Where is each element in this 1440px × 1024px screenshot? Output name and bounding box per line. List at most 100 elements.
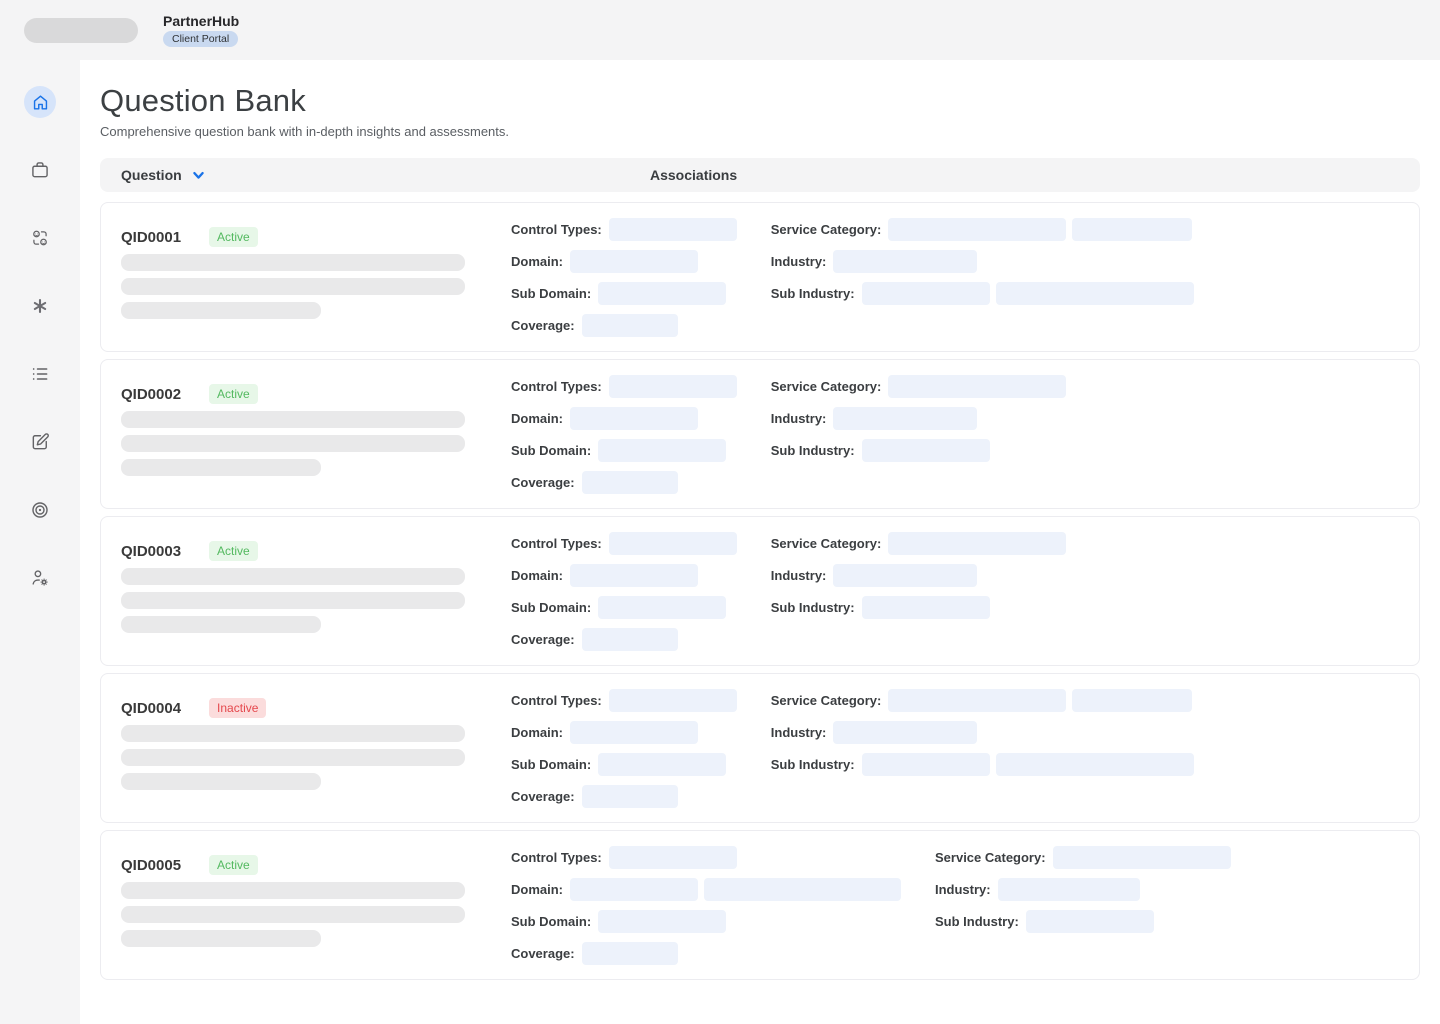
skeleton-bar <box>121 435 465 452</box>
value-chip <box>995 753 1194 776</box>
association-row-industry: Industry: <box>771 721 1200 744</box>
association-row-industry: Industry: <box>771 250 1200 273</box>
value-chip <box>833 250 978 273</box>
question-summary: QID0005 Active <box>121 846 489 965</box>
association-row-domain: Domain: <box>511 878 907 901</box>
association-row-service-category: Service Category: <box>771 689 1200 712</box>
association-row-sub-domain: Sub Domain: <box>511 596 743 619</box>
value-chip <box>598 596 727 619</box>
question-text-placeholder <box>121 725 489 790</box>
question-card[interactable]: QID0003 Active Control Types: Domain: Sub … <box>100 516 1420 666</box>
question-associations: Control Types: Domain: Sub Domain: Coverage… <box>511 218 1200 337</box>
skeleton-bar <box>121 278 465 295</box>
field-label: Domain: <box>511 254 563 269</box>
field-label: Control Types: <box>511 536 602 551</box>
skeleton-bar <box>121 568 465 585</box>
value-chip <box>598 753 727 776</box>
field-label: Sub Domain: <box>511 600 592 615</box>
value-chip <box>833 407 978 430</box>
field-label: Sub Industry: <box>770 286 855 301</box>
target-icon <box>32 502 48 518</box>
briefcase-icon <box>32 162 48 178</box>
value-chip <box>608 846 737 869</box>
logo-placeholder <box>24 17 138 43</box>
value-chip <box>833 564 978 587</box>
association-row-industry: Industry: <box>771 407 1073 430</box>
status-badge: Inactive <box>209 698 267 718</box>
sidebar-item-compose[interactable] <box>24 426 56 458</box>
field-label: Service Category: <box>770 536 882 551</box>
list-icon <box>32 368 48 380</box>
portal-badge: Client Portal <box>163 31 239 47</box>
field-label: Sub Domain: <box>511 286 592 301</box>
associations-column-2: Service Category: Industry: Sub Industry: <box>771 689 1200 808</box>
value-chip <box>570 407 698 430</box>
sidebar-item-home[interactable] <box>24 86 56 118</box>
associations-column-1: Control Types: Domain: Sub Domain: Coverage… <box>511 689 743 808</box>
association-row-sub-industry: Sub Industry: <box>771 439 1073 462</box>
value-chip <box>581 628 678 651</box>
association-row-coverage: Coverage: <box>511 785 743 808</box>
question-associations: Control Types: Domain: Sub Domain: Coverage… <box>511 375 1072 494</box>
status-badge: Active <box>209 855 258 875</box>
value-chip <box>598 910 727 933</box>
association-row-domain: Domain: <box>511 564 743 587</box>
question-card[interactable]: QID0001 Active Control Types: Domain: Sub … <box>100 202 1420 352</box>
page-subtitle: Comprehensive question bank with in-dept… <box>100 124 510 139</box>
field-label: Sub Industry: <box>770 600 855 615</box>
skeleton-bar <box>121 592 465 609</box>
value-chip <box>888 689 1067 712</box>
associations-column-label: Associations <box>650 167 738 183</box>
skeleton-bar <box>121 773 321 790</box>
sidebar-item-target[interactable] <box>24 494 56 526</box>
value-chip <box>570 564 698 587</box>
question-card[interactable]: QID0002 Active Control Types: Domain: Sub … <box>100 359 1420 509</box>
sidebar-item-user-exchange[interactable] <box>24 222 56 254</box>
question-id: QID0001 <box>121 228 182 246</box>
association-row-service-category: Service Category: <box>771 375 1073 398</box>
field-label: Sub Domain: <box>511 914 592 929</box>
association-row-sub-domain: Sub Domain: <box>511 753 743 776</box>
association-row-coverage: Coverage: <box>511 314 743 337</box>
app-title: PartnerHub <box>163 13 240 29</box>
field-label: Coverage: <box>511 946 575 961</box>
sidebar-item-list[interactable] <box>24 358 56 390</box>
value-chip <box>608 689 737 712</box>
field-label: Control Types: <box>511 222 602 237</box>
association-row-coverage: Coverage: <box>511 628 743 651</box>
value-chip <box>861 282 990 305</box>
sidebar-item-asterisk[interactable] <box>24 290 56 322</box>
value-chip <box>1025 910 1154 933</box>
question-card[interactable]: QID0004 Inactive Control Types: Domain: Su… <box>100 673 1420 823</box>
sidebar-item-user-settings[interactable] <box>24 562 56 594</box>
question-list: QID0001 Active Control Types: Domain: Sub … <box>100 202 1420 980</box>
skeleton-bar <box>121 725 465 742</box>
sidebar <box>0 60 80 1024</box>
field-label: Service Category: <box>770 693 882 708</box>
user-exchange-icon <box>33 230 47 246</box>
sidebar-item-briefcase[interactable] <box>24 154 56 186</box>
value-chip <box>608 532 737 555</box>
association-row-service-category: Service Category: <box>771 532 1073 555</box>
field-label: Coverage: <box>511 318 575 333</box>
field-label: Control Types: <box>511 850 602 865</box>
skeleton-bar <box>121 302 321 319</box>
value-chip <box>570 878 698 901</box>
association-row-control-types: Control Types: <box>511 375 743 398</box>
value-chip <box>581 471 678 494</box>
association-row-sub-industry: Sub Industry: <box>771 596 1073 619</box>
skeleton-bar <box>121 930 321 947</box>
question-id: QID0002 <box>121 385 182 403</box>
chevron-down-icon <box>192 171 204 179</box>
field-label: Sub Industry: <box>770 443 855 458</box>
home-icon <box>33 94 47 110</box>
question-column-sort[interactable]: Question <box>121 167 206 183</box>
field-label: Coverage: <box>511 475 575 490</box>
association-row-control-types: Control Types: <box>511 689 743 712</box>
value-chip <box>861 596 990 619</box>
field-label: Coverage: <box>511 632 575 647</box>
value-chip <box>598 282 727 305</box>
question-card[interactable]: QID0005 Active Control Types: Domain: Sub … <box>100 830 1420 980</box>
association-row-domain: Domain: <box>511 407 743 430</box>
question-associations: Control Types: Domain: Sub Domain: Coverage… <box>511 689 1200 808</box>
